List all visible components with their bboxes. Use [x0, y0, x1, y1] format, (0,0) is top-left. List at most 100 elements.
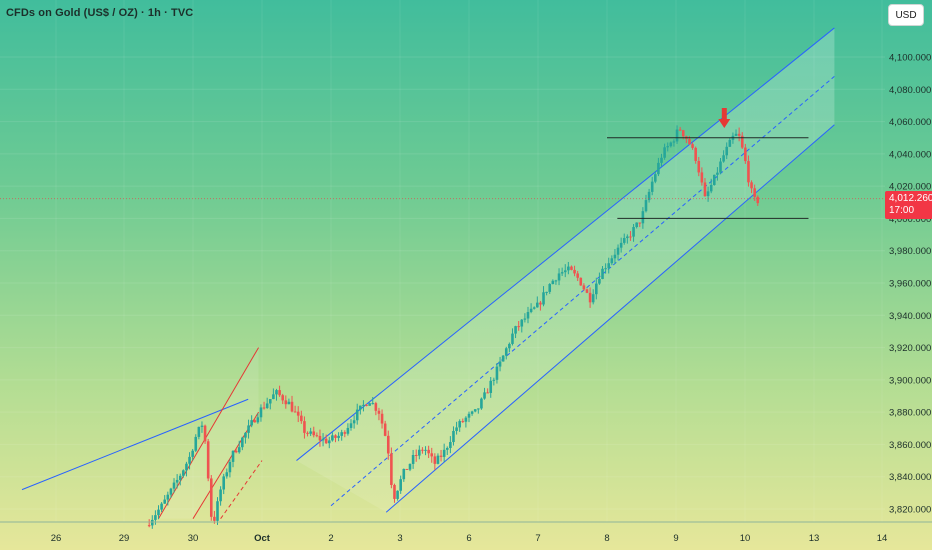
time-tick-label: 6 — [466, 533, 471, 544]
currency-button[interactable]: USD — [888, 4, 924, 26]
time-tick-label: 26 — [51, 533, 62, 544]
candle-body — [154, 515, 157, 520]
candle-body — [349, 423, 353, 428]
time-tick-label: 30 — [188, 533, 199, 544]
candle-body — [253, 420, 257, 423]
candle-body — [399, 479, 402, 491]
time-tick-label: 14 — [877, 533, 888, 544]
candle-body — [604, 268, 607, 270]
price-axis-bg — [885, 0, 932, 550]
candle-body — [237, 447, 241, 453]
candle-body — [588, 292, 592, 303]
candle-body — [182, 470, 185, 476]
candle-body — [532, 307, 536, 309]
candle-body — [405, 468, 409, 470]
time-tick-label: 13 — [809, 533, 820, 544]
candle-body — [368, 403, 371, 406]
candles — [147, 125, 760, 529]
symbol-title[interactable]: CFDs on Gold (US$ / OZ) · 1h · TVC — [6, 7, 194, 19]
candle-body — [610, 258, 614, 264]
candle-body — [756, 196, 760, 204]
candle-body — [194, 436, 198, 451]
candle-body — [563, 270, 567, 273]
candle-body — [629, 236, 632, 238]
price-tick-label: 3,900.000 — [889, 375, 931, 386]
candle-body — [315, 435, 319, 437]
candle-body — [619, 242, 623, 248]
candle-body — [511, 333, 514, 344]
candle-body — [290, 401, 294, 412]
candle-body — [694, 147, 697, 161]
price-tick-label: 3,980.000 — [889, 246, 931, 257]
candle-body — [433, 456, 437, 464]
candle-body — [327, 440, 331, 444]
price-tick-label: 4,020.000 — [889, 182, 931, 193]
candle-body — [197, 426, 201, 437]
candle-body — [436, 455, 440, 464]
candle-body — [508, 343, 511, 349]
candle-body — [321, 438, 325, 441]
candle-body — [287, 401, 291, 405]
candle-body — [247, 425, 250, 433]
candle-body — [209, 478, 213, 517]
candle-body — [616, 247, 620, 255]
candle-body — [219, 489, 222, 502]
candle-body — [483, 392, 486, 399]
price-axis[interactable]: 3,820.000 3,840.000 3,860.000 3,880.000 3,90… — [885, 0, 932, 550]
time-axis[interactable]: 26 29 30 Oct 2 3 6 7 8 9 10 13 14 — [0, 521, 932, 544]
candle-body — [654, 174, 657, 182]
candle-body — [178, 475, 182, 480]
candle-body — [700, 172, 704, 183]
candle-body — [206, 441, 210, 479]
candle-body — [632, 227, 635, 237]
drawing-tools[interactable] — [21, 27, 835, 519]
candle-body — [644, 200, 648, 212]
candle-body — [244, 432, 247, 438]
candle-body — [377, 410, 381, 414]
candle-body — [166, 494, 170, 500]
price-tick-label: 3,840.000 — [889, 472, 931, 483]
candle-body — [318, 435, 322, 441]
time-tick-label: 2 — [328, 533, 333, 544]
candle-body — [638, 222, 642, 224]
candle-body — [414, 454, 418, 456]
candle-body — [598, 278, 601, 284]
candle-body — [256, 417, 260, 423]
candle-body — [259, 407, 263, 418]
trend-line-main-lower — [385, 124, 835, 513]
candle-body — [703, 182, 707, 197]
price-tick-label: 3,940.000 — [889, 311, 931, 322]
candle-body — [591, 294, 595, 303]
candle-body — [657, 162, 660, 175]
candle-body — [489, 380, 493, 393]
candle-body — [585, 289, 589, 293]
candle-body — [744, 147, 747, 162]
price-tick-label: 4,080.000 — [889, 85, 931, 96]
time-tick-label: 29 — [119, 533, 130, 544]
candle-body — [477, 408, 480, 410]
candle-body — [567, 266, 570, 271]
candle-body — [300, 415, 303, 422]
candle-body — [411, 454, 415, 464]
candle-body — [464, 417, 468, 422]
candle-body — [365, 404, 368, 406]
candle-body — [203, 425, 207, 442]
candle-body — [331, 435, 334, 441]
annotations — [718, 108, 731, 129]
candle-body — [449, 442, 452, 448]
candle-body — [573, 269, 576, 274]
candle-body — [554, 280, 558, 282]
candle-body — [343, 432, 347, 434]
candle-body — [504, 348, 508, 356]
horizontal-levels[interactable] — [0, 137, 885, 219]
candle-body — [172, 482, 176, 489]
time-tick-label: 8 — [604, 533, 609, 544]
candle-body — [697, 160, 701, 173]
candle-body — [200, 425, 204, 427]
time-tick-label: 10 — [740, 533, 751, 544]
last-price-value: 4,012.260 — [889, 192, 932, 204]
candle-body — [169, 488, 173, 495]
candle-body — [241, 437, 244, 448]
candle-body — [529, 308, 533, 313]
